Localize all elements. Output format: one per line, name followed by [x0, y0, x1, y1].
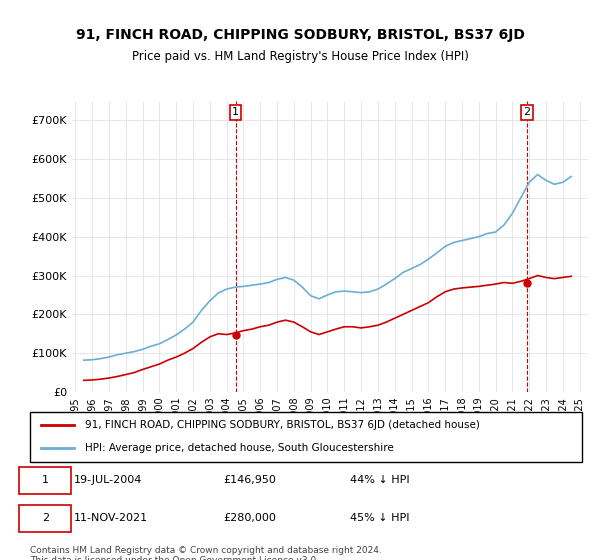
- Text: 2: 2: [42, 513, 49, 523]
- Text: 91, FINCH ROAD, CHIPPING SODBURY, BRISTOL, BS37 6JD (detached house): 91, FINCH ROAD, CHIPPING SODBURY, BRISTO…: [85, 420, 480, 430]
- Text: 2: 2: [523, 108, 530, 118]
- Text: 91, FINCH ROAD, CHIPPING SODBURY, BRISTOL, BS37 6JD: 91, FINCH ROAD, CHIPPING SODBURY, BRISTO…: [76, 28, 524, 42]
- Text: HPI: Average price, detached house, South Gloucestershire: HPI: Average price, detached house, Sout…: [85, 443, 394, 453]
- FancyBboxPatch shape: [30, 412, 582, 462]
- Text: Contains HM Land Registry data © Crown copyright and database right 2024.
This d: Contains HM Land Registry data © Crown c…: [30, 546, 382, 560]
- FancyBboxPatch shape: [19, 505, 71, 532]
- Text: 45% ↓ HPI: 45% ↓ HPI: [350, 513, 410, 523]
- Text: 1: 1: [232, 108, 239, 118]
- Text: 19-JUL-2004: 19-JUL-2004: [74, 475, 143, 486]
- Text: £280,000: £280,000: [223, 513, 276, 523]
- Text: £146,950: £146,950: [223, 475, 276, 486]
- FancyBboxPatch shape: [19, 467, 71, 494]
- Text: 1: 1: [42, 475, 49, 486]
- Text: 44% ↓ HPI: 44% ↓ HPI: [350, 475, 410, 486]
- Text: 11-NOV-2021: 11-NOV-2021: [74, 513, 148, 523]
- Text: Price paid vs. HM Land Registry's House Price Index (HPI): Price paid vs. HM Land Registry's House …: [131, 50, 469, 63]
